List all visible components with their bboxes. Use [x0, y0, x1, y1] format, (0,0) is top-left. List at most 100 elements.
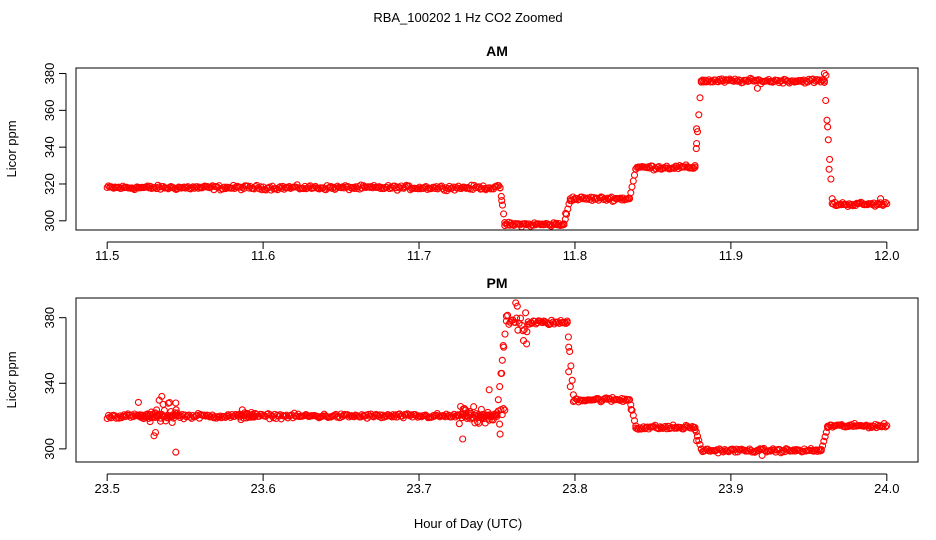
data-point: [523, 340, 531, 348]
data-point: [156, 417, 165, 425]
y-axis: 300 340 380: [42, 307, 67, 460]
data-point: [501, 406, 509, 414]
data-point: [464, 409, 472, 417]
x-tick-label: 23.5: [95, 481, 120, 496]
data-point: [348, 184, 356, 192]
data-point: [499, 405, 508, 413]
data-point: [822, 71, 830, 79]
y-tick-label: 360: [42, 99, 57, 121]
data-point: [168, 418, 176, 427]
data-point: [210, 414, 218, 422]
y-tick-label: 300: [42, 210, 57, 232]
data-point: [467, 415, 475, 423]
data-point: [753, 84, 761, 92]
data-point: [791, 78, 799, 86]
data-point: [693, 437, 701, 445]
data-points: [103, 69, 891, 231]
data-point: [172, 448, 180, 456]
data-point: [692, 428, 700, 436]
data-point: [562, 210, 571, 218]
data-point: [630, 171, 639, 179]
data-point: [643, 164, 651, 172]
data-point: [494, 396, 502, 404]
data-point: [767, 77, 775, 85]
data-point: [504, 311, 512, 319]
data-point: [499, 342, 507, 350]
data-point: [116, 412, 124, 420]
data-point: [789, 447, 797, 455]
data-point: [454, 411, 462, 419]
data-point: [475, 419, 483, 427]
data-point: [163, 413, 171, 421]
data-point: [251, 409, 259, 418]
data-point: [211, 413, 219, 421]
data-point: [793, 78, 801, 86]
data-point: [758, 451, 766, 459]
figure-title: RBA_100202 1 Hz CO2 Zoomed: [373, 10, 562, 25]
data-point: [625, 396, 634, 404]
x-tick-label: 11.9: [719, 248, 743, 263]
data-point: [616, 194, 625, 202]
data-point: [401, 183, 409, 191]
x-tick-label: 11.7: [407, 248, 431, 263]
data-point: [563, 319, 571, 327]
data-point: [402, 411, 410, 419]
data-point: [294, 184, 302, 192]
data-point: [693, 432, 702, 440]
data-point: [513, 302, 521, 310]
data-point: [498, 196, 506, 205]
y-tick-label: 380: [42, 63, 57, 85]
data-point: [596, 194, 604, 202]
data-point: [848, 200, 856, 209]
data-point: [817, 446, 825, 455]
data-point: [123, 411, 131, 419]
panel-title: PM: [487, 275, 508, 291]
data-point: [696, 94, 704, 102]
data-point: [462, 184, 470, 192]
y-axis-label: Licor ppm: [4, 351, 19, 408]
data-point: [826, 155, 834, 163]
data-point: [551, 220, 559, 229]
data-point: [346, 183, 355, 191]
data-point: [160, 406, 168, 415]
x-tick-label: 12.0: [874, 248, 899, 263]
data-point: [493, 409, 501, 417]
data-point: [337, 184, 345, 192]
data-point: [245, 184, 253, 192]
data-point: [881, 198, 890, 207]
data-point: [501, 330, 509, 338]
data-point: [659, 164, 667, 172]
data-point: [497, 192, 505, 200]
data-point: [566, 347, 574, 356]
data-point: [790, 446, 798, 454]
data-point: [173, 409, 181, 417]
data-point: [158, 392, 166, 400]
data-point: [693, 139, 701, 148]
data-point: [620, 395, 628, 403]
data-point: [143, 410, 152, 418]
data-point: [120, 411, 128, 419]
data-point: [785, 446, 793, 454]
y-tick-label: 380: [42, 307, 57, 329]
data-point: [692, 145, 700, 153]
data-point: [630, 417, 639, 425]
data-point: [872, 201, 880, 209]
data-point: [820, 69, 828, 78]
data-point: [150, 432, 158, 440]
data-point: [376, 184, 384, 193]
data-point: [820, 437, 828, 445]
x-tick-label: 23.6: [250, 481, 275, 496]
data-point: [496, 420, 504, 428]
x-tick-label: 23.9: [718, 481, 743, 496]
data-point: [172, 406, 180, 414]
plot-frame: [75, 297, 919, 463]
data-point: [151, 428, 160, 437]
data-point: [164, 399, 172, 407]
data-point: [743, 76, 751, 84]
x-tick-label: 11.8: [563, 248, 587, 263]
x-tick-label: 23.8: [562, 481, 587, 496]
data-point: [691, 162, 699, 170]
data-point: [136, 412, 144, 421]
data-point: [670, 424, 678, 432]
data-point: [813, 447, 821, 455]
